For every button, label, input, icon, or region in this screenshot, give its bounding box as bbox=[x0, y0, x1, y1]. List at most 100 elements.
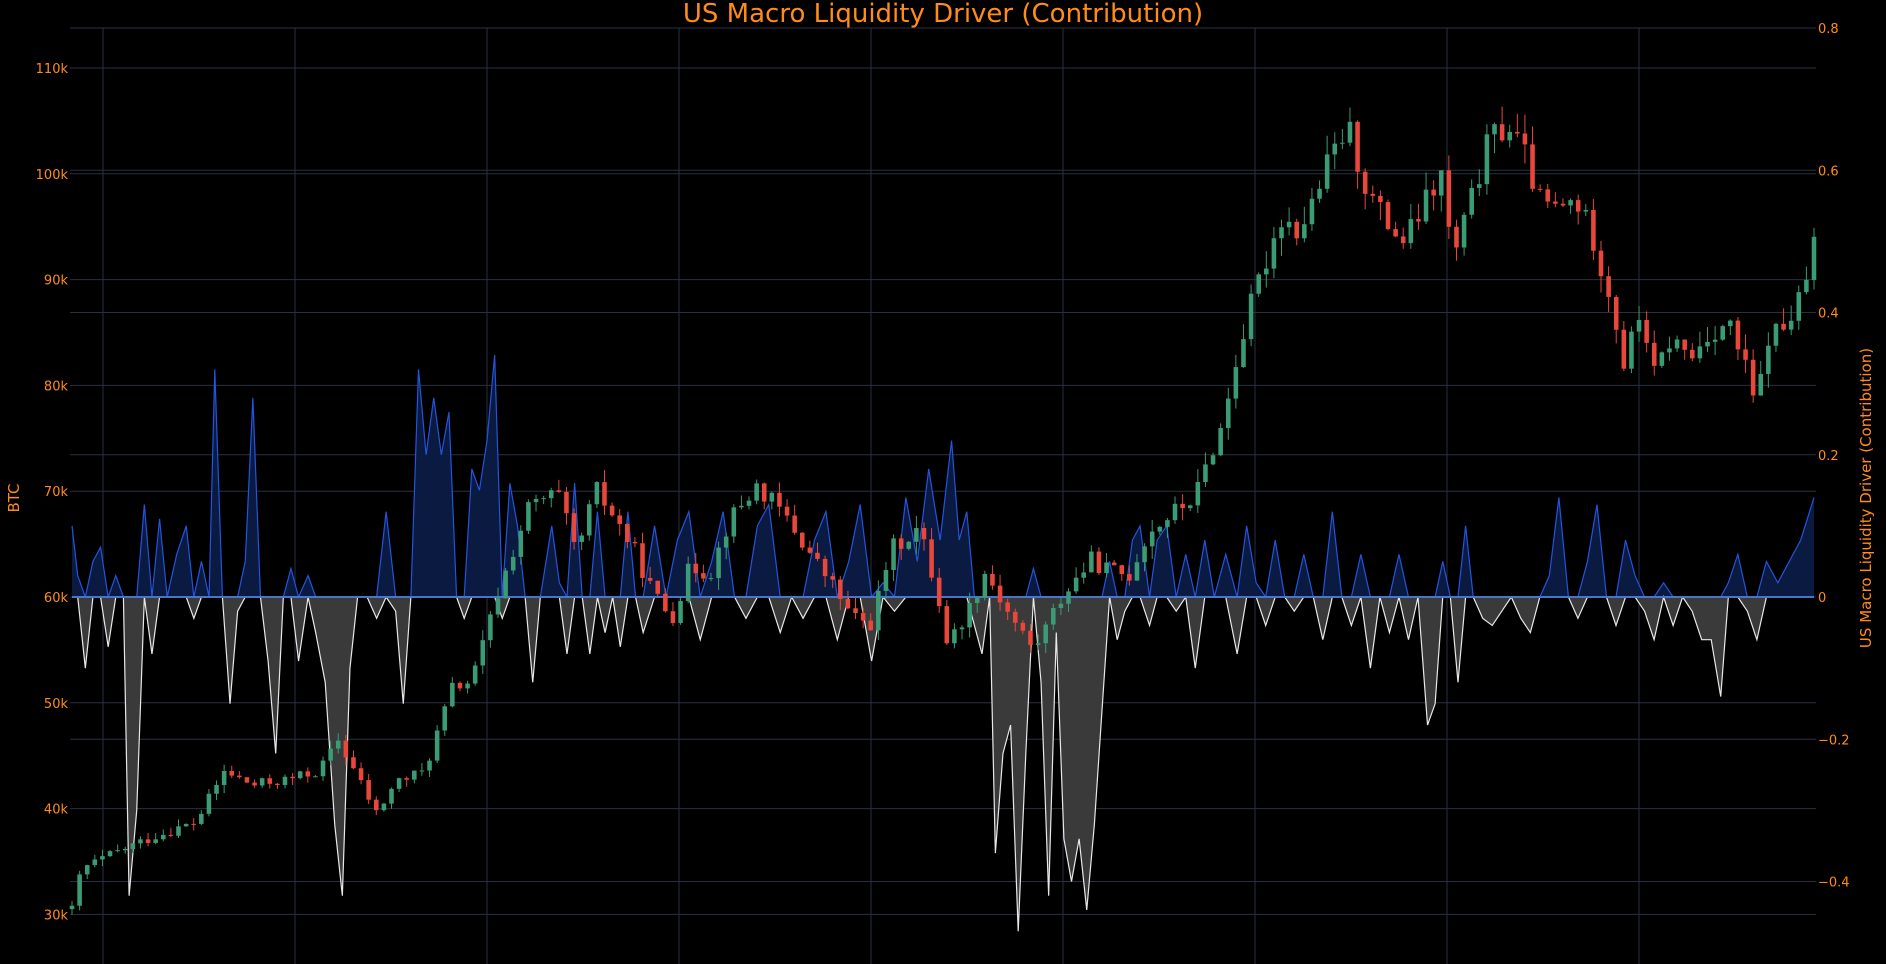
candle-45 bbox=[412, 770, 417, 784]
candle-73 bbox=[625, 523, 630, 549]
candle-48 bbox=[434, 725, 440, 763]
candle-142 bbox=[1149, 519, 1155, 559]
candle-58 bbox=[510, 549, 516, 575]
candle-160 bbox=[1286, 207, 1292, 236]
candle-15 bbox=[183, 823, 189, 827]
candle-125 bbox=[1020, 620, 1026, 635]
candle-46 bbox=[419, 763, 425, 776]
candle-187 bbox=[1492, 122, 1497, 154]
candle-102 bbox=[845, 590, 851, 610]
candle-196 bbox=[1560, 198, 1566, 208]
candle-122 bbox=[997, 574, 1003, 611]
candle-1 bbox=[77, 870, 82, 911]
candle-126 bbox=[1028, 624, 1033, 653]
candle-163 bbox=[1309, 188, 1315, 231]
candle-136 bbox=[1104, 553, 1109, 578]
candle-14 bbox=[176, 819, 181, 838]
y-right-tick-3: 0.2 bbox=[1818, 449, 1839, 464]
candle-11 bbox=[153, 833, 158, 845]
candle-182 bbox=[1454, 219, 1459, 261]
candle-57 bbox=[503, 567, 508, 599]
candle-152 bbox=[1225, 387, 1231, 440]
y-right-tick-0: −0.4 bbox=[1818, 876, 1850, 891]
candle-0 bbox=[69, 900, 75, 915]
candle-2 bbox=[84, 864, 90, 880]
candle-128 bbox=[1043, 621, 1048, 654]
candle-146 bbox=[1180, 494, 1185, 521]
candle-210 bbox=[1667, 336, 1672, 361]
candle-49 bbox=[442, 704, 448, 736]
candle-115 bbox=[944, 599, 950, 646]
candle-84 bbox=[708, 572, 714, 582]
candle-173 bbox=[1385, 199, 1391, 231]
candle-200 bbox=[1591, 198, 1596, 261]
candle-184 bbox=[1469, 179, 1474, 219]
candle-194 bbox=[1545, 183, 1551, 209]
candle-76 bbox=[647, 566, 653, 585]
candle-124 bbox=[1012, 608, 1018, 632]
candle-39 bbox=[366, 773, 371, 804]
candle-18 bbox=[206, 788, 212, 817]
candle-148 bbox=[1195, 469, 1201, 513]
candle-114 bbox=[936, 568, 942, 613]
candle-27 bbox=[275, 782, 280, 789]
candle-129 bbox=[1051, 603, 1056, 630]
candle-9 bbox=[138, 836, 143, 849]
candle-110 bbox=[906, 541, 912, 551]
y-left-tick-8: 110k bbox=[36, 62, 69, 77]
candle-101 bbox=[838, 576, 843, 611]
candle-151 bbox=[1218, 423, 1223, 457]
y-right-tick-1: −0.2 bbox=[1818, 733, 1850, 748]
candle-224 bbox=[1773, 322, 1779, 353]
candle-66 bbox=[571, 508, 577, 550]
candle-16 bbox=[191, 818, 196, 831]
candle-109 bbox=[898, 534, 904, 560]
candle-4 bbox=[100, 849, 105, 867]
candle-37 bbox=[351, 750, 356, 770]
candle-154 bbox=[1241, 324, 1246, 368]
candle-149 bbox=[1203, 452, 1208, 488]
candle-103 bbox=[853, 597, 858, 620]
y-right-tick-4: 0.4 bbox=[1818, 307, 1839, 322]
y-axis-right-title: US Macro Liquidity Driver (Contribution) bbox=[1857, 348, 1875, 648]
positive-fill bbox=[72, 355, 1814, 597]
candle-90 bbox=[754, 479, 759, 505]
y-right-tick-2: 0 bbox=[1818, 591, 1826, 606]
candle-221 bbox=[1750, 349, 1756, 403]
candle-203 bbox=[1613, 295, 1619, 344]
candle-201 bbox=[1598, 240, 1604, 293]
candle-67 bbox=[579, 532, 584, 551]
candle-190 bbox=[1515, 113, 1520, 138]
candle-140 bbox=[1134, 554, 1140, 581]
candle-54 bbox=[480, 630, 486, 674]
candle-3 bbox=[92, 854, 98, 868]
candle-94 bbox=[784, 499, 790, 522]
candle-191 bbox=[1522, 114, 1528, 164]
axes: 30k 40k 50k 60k 70k 80k 90k 100k 110k −0.4 −0.2 0 0.… bbox=[36, 22, 1850, 923]
candle-43 bbox=[396, 777, 402, 792]
candle-63 bbox=[548, 487, 554, 508]
candle-165 bbox=[1324, 135, 1330, 193]
candle-92 bbox=[769, 491, 775, 510]
candle-219 bbox=[1735, 316, 1741, 361]
candle-69 bbox=[594, 481, 600, 508]
candle-31 bbox=[305, 767, 311, 783]
candle-56 bbox=[495, 587, 501, 618]
candle-177 bbox=[1416, 203, 1421, 230]
y-left-tick-6: 90k bbox=[44, 274, 69, 289]
candle-170 bbox=[1362, 168, 1368, 210]
candle-7 bbox=[122, 846, 128, 854]
candle-138 bbox=[1119, 564, 1125, 581]
btc-candles bbox=[69, 106, 1817, 915]
candle-145 bbox=[1172, 496, 1178, 524]
y-left-tick-1: 40k bbox=[44, 803, 69, 818]
candle-38 bbox=[358, 762, 364, 785]
candle-153 bbox=[1233, 354, 1239, 409]
candle-164 bbox=[1317, 180, 1322, 203]
candle-40 bbox=[373, 796, 379, 815]
candle-41 bbox=[381, 802, 387, 812]
candle-218 bbox=[1728, 319, 1733, 336]
candle-72 bbox=[617, 509, 622, 536]
candle-118 bbox=[967, 592, 972, 638]
